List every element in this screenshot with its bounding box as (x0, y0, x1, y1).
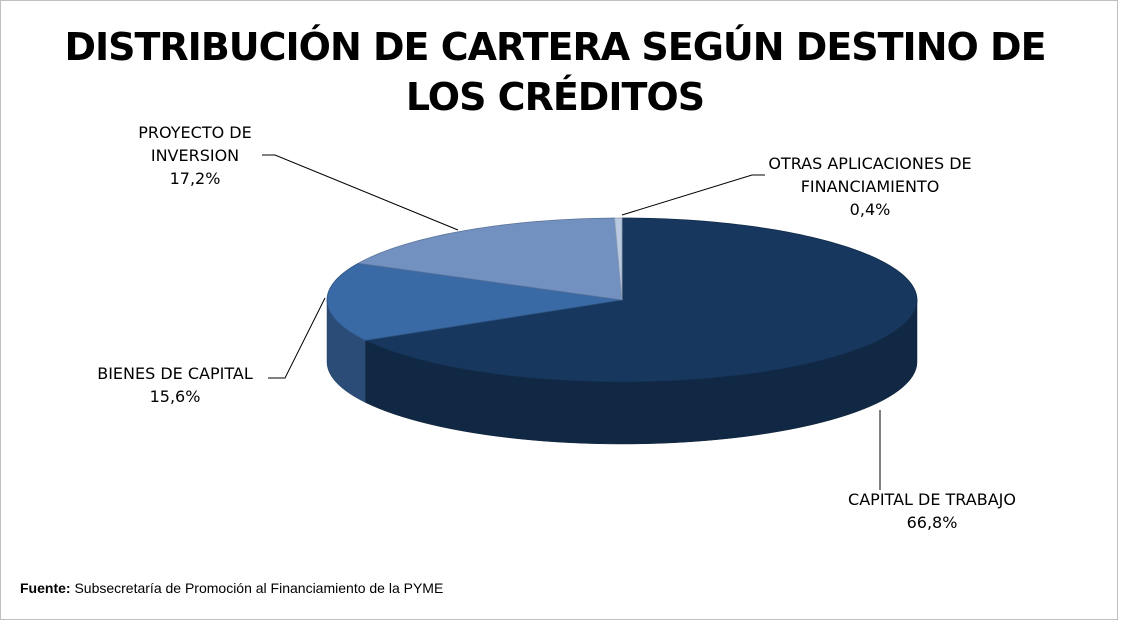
slice (363, 217, 918, 383)
leader-line (268, 297, 326, 379)
value-label: 0,4% (849, 200, 891, 219)
source-label: Fuente: (20, 580, 71, 596)
leader-line (621, 174, 765, 216)
slice (614, 217, 623, 301)
slice (357, 217, 623, 301)
slice (326, 262, 623, 341)
category-label: OTRAS APLICACIONES DE FINANCIAMIENTO (768, 154, 972, 196)
value-label: 66,8% (906, 513, 958, 532)
chart-title: DISTRIBUCIÓN DE CARTERA SEGÚN DESTINO DE… (64, 25, 1046, 119)
category-label: CAPITAL DE TRABAJO (848, 490, 1016, 509)
source-text: Subsecretaría de Promoción al Financiami… (74, 580, 444, 596)
data-label: CAPITAL DE TRABAJO 66,8% (822, 488, 1042, 534)
leader-line (262, 154, 459, 231)
data-label: BIENES DE CAPITAL 15,6% (60, 362, 290, 408)
source-note: Fuente: Subsecretaría de Promoción al Fi… (20, 580, 443, 596)
value-label: 15,6% (149, 387, 201, 406)
category-label: PROYECTO DE INVERSION (138, 123, 252, 165)
value-label: 17,2% (169, 169, 221, 188)
data-label: PROYECTO DE INVERSION 17,2% (100, 121, 290, 190)
data-label: OTRAS APLICACIONES DE FINANCIAMIENTO 0,4% (755, 152, 985, 221)
category-label: BIENES DE CAPITAL (97, 364, 253, 383)
